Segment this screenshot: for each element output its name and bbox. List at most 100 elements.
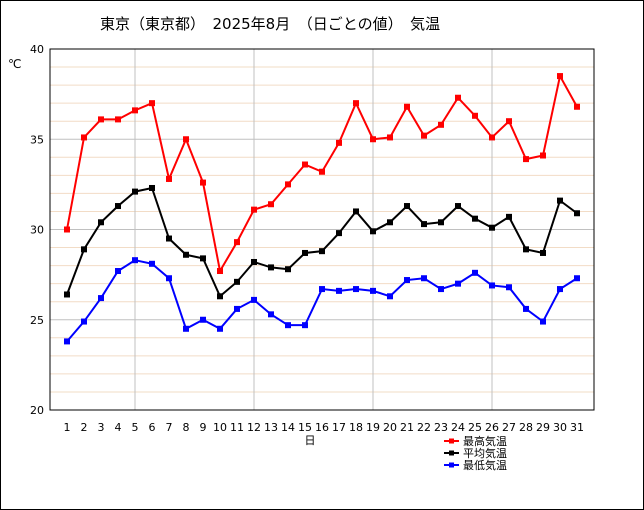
x-tick-label: 19 bbox=[366, 421, 380, 434]
data-point bbox=[251, 206, 257, 213]
data-point bbox=[200, 316, 206, 323]
x-tick-label: 16 bbox=[315, 421, 329, 434]
x-tick-label: 17 bbox=[332, 421, 346, 434]
x-tick-label: 26 bbox=[485, 421, 499, 434]
x-tick-label: 25 bbox=[468, 421, 482, 434]
data-point bbox=[268, 311, 274, 318]
data-point bbox=[574, 275, 580, 282]
data-point bbox=[353, 208, 359, 215]
x-tick-label: 8 bbox=[183, 421, 190, 434]
legend-item: 最低気温 bbox=[444, 458, 507, 472]
chart-title: 東京（東京都） 2025年8月 （日ごとの値） 気温 bbox=[100, 15, 440, 33]
data-point bbox=[98, 295, 104, 302]
x-tick-label: 21 bbox=[400, 421, 414, 434]
data-point bbox=[387, 219, 393, 226]
data-point bbox=[132, 188, 138, 195]
x-tick-label: 4 bbox=[115, 421, 122, 434]
x-tick-label: 9 bbox=[200, 421, 207, 434]
data-point bbox=[183, 251, 189, 258]
y-tick-label: 20 bbox=[30, 404, 44, 417]
data-point bbox=[268, 201, 274, 208]
data-point bbox=[540, 318, 546, 325]
data-point bbox=[387, 293, 393, 300]
y-tick-label: 35 bbox=[30, 133, 44, 146]
data-point bbox=[217, 293, 223, 300]
data-point bbox=[64, 338, 70, 345]
y-axis-unit-label: ℃ bbox=[8, 57, 21, 71]
data-point bbox=[506, 213, 512, 220]
data-point bbox=[336, 287, 342, 294]
data-point bbox=[81, 246, 87, 253]
data-point bbox=[285, 322, 291, 329]
legend-label: 平均気温 bbox=[463, 446, 507, 460]
series-1 bbox=[64, 73, 580, 275]
legend-marker bbox=[449, 462, 454, 468]
data-point bbox=[268, 264, 274, 271]
data-point bbox=[285, 266, 291, 273]
legend-item: 最高気温 bbox=[444, 434, 507, 448]
data-point bbox=[387, 134, 393, 141]
data-point bbox=[302, 161, 308, 168]
data-point bbox=[132, 107, 138, 114]
data-point bbox=[234, 278, 240, 285]
data-point bbox=[149, 100, 155, 107]
x-tick-label: 22 bbox=[417, 421, 431, 434]
data-point bbox=[115, 203, 121, 210]
data-point bbox=[353, 100, 359, 107]
data-point bbox=[217, 325, 223, 332]
data-point bbox=[506, 118, 512, 125]
data-point bbox=[404, 103, 410, 110]
x-tick-label: 5 bbox=[132, 421, 139, 434]
y-axis-ticks: 20 25 30 35 40 bbox=[30, 43, 44, 417]
data-point bbox=[166, 275, 172, 282]
x-tick-label: 10 bbox=[213, 421, 227, 434]
data-point bbox=[98, 219, 104, 226]
data-point bbox=[115, 116, 121, 123]
data-point bbox=[472, 112, 478, 119]
minor-gridlines bbox=[50, 66, 594, 393]
y-tick-label: 25 bbox=[30, 314, 44, 327]
data-point bbox=[370, 228, 376, 235]
data-point bbox=[251, 258, 257, 265]
y-tick-label: 30 bbox=[30, 224, 44, 237]
data-point bbox=[404, 277, 410, 284]
data-point bbox=[302, 322, 308, 329]
legend-label: 最高気温 bbox=[463, 434, 507, 448]
x-tick-label: 7 bbox=[166, 421, 173, 434]
data-point bbox=[438, 286, 444, 293]
x-tick-label: 20 bbox=[383, 421, 397, 434]
x-tick-label: 15 bbox=[298, 421, 312, 434]
data-point bbox=[370, 287, 376, 294]
legend-label: 最低気温 bbox=[463, 458, 507, 472]
x-tick-label: 29 bbox=[536, 421, 550, 434]
data-point bbox=[472, 269, 478, 276]
data-point bbox=[574, 210, 580, 217]
data-point bbox=[132, 257, 138, 264]
data-point bbox=[455, 280, 461, 287]
data-point bbox=[438, 121, 444, 128]
data-point bbox=[319, 248, 325, 255]
data-point bbox=[540, 152, 546, 159]
data-point bbox=[472, 215, 478, 222]
data-point bbox=[234, 305, 240, 312]
x-axis-label: 日 bbox=[305, 434, 316, 447]
series-3 bbox=[64, 257, 580, 345]
x-tick-label: 14 bbox=[281, 421, 295, 434]
data-point bbox=[370, 136, 376, 143]
data-point bbox=[455, 94, 461, 101]
data-point bbox=[183, 325, 189, 332]
plot-border bbox=[49, 48, 595, 411]
x-tick-label: 27 bbox=[502, 421, 516, 434]
data-point bbox=[98, 116, 104, 123]
x-tick-label: 24 bbox=[451, 421, 465, 434]
data-point bbox=[489, 224, 495, 231]
data-point bbox=[574, 103, 580, 110]
legend-marker bbox=[449, 438, 454, 444]
data-point bbox=[302, 249, 308, 256]
data-point bbox=[557, 73, 563, 80]
data-point bbox=[421, 132, 427, 139]
data-point bbox=[200, 255, 206, 262]
x-tick-label: 6 bbox=[149, 421, 156, 434]
